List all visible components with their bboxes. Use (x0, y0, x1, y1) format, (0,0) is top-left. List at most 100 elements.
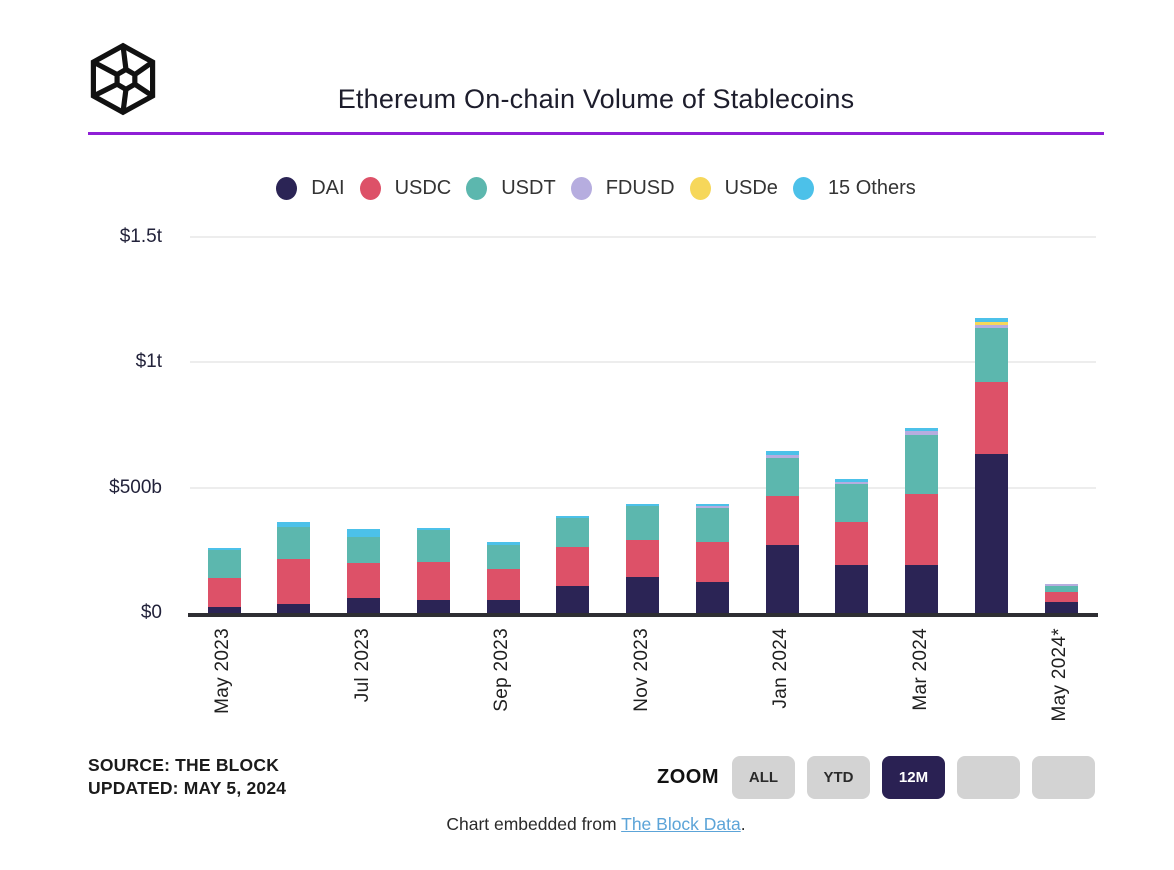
zoom-button-12m[interactable]: 12M (882, 756, 945, 799)
bar-segment-dai[interactable] (974, 454, 1008, 613)
bar-jul-2023[interactable] (347, 529, 380, 613)
bar-segment-usdc[interactable] (835, 521, 869, 565)
gridline-500b (190, 486, 1096, 489)
bar-segment-usdt[interactable] (416, 530, 450, 562)
bar-segment-dai[interactable] (765, 545, 799, 613)
bar-segment-usdt[interactable] (974, 327, 1008, 382)
bar-segment-15-others[interactable] (905, 428, 938, 432)
bar-segment-15-others[interactable] (1044, 583, 1078, 585)
bar-segment-usdt[interactable] (347, 536, 380, 563)
source-line: SOURCE: THE BLOCK (88, 755, 280, 775)
bar-segment-usdc[interactable] (347, 562, 380, 598)
bar-jan-2024[interactable] (765, 451, 799, 613)
bar-segment-fdusd[interactable] (1044, 584, 1078, 587)
bar-segment-dai[interactable] (835, 564, 869, 613)
bar-segment-dai[interactable] (556, 585, 590, 613)
legend-item-fdusd[interactable]: FDUSD (570, 176, 675, 200)
zoom-button-all[interactable]: ALL (732, 756, 795, 799)
bar-segment-usdc[interactable] (207, 577, 241, 607)
bar-segment-15-others[interactable] (416, 528, 450, 531)
legend-label-fdusd: FDUSD (605, 176, 675, 199)
bar-segment-usdc[interactable] (626, 539, 659, 577)
bar-segment-15-others[interactable] (974, 317, 1008, 322)
bar-segment-fdusd[interactable] (765, 454, 799, 458)
bar-segment-usdc[interactable] (695, 542, 729, 583)
bar-segment-usdt[interactable] (765, 457, 799, 497)
bar-segment-usdt[interactable] (277, 526, 311, 560)
bar-segment-usdc[interactable] (974, 381, 1008, 455)
embed-note-text: Chart embedded from (446, 814, 622, 834)
bar-segment-15-others[interactable] (486, 542, 520, 546)
bar-dec-2023[interactable] (695, 503, 729, 613)
zoom-button-blank[interactable] (957, 756, 1020, 799)
bar-segment-dai[interactable] (626, 576, 659, 613)
legend-item-usdc[interactable]: USDC (359, 176, 451, 200)
legend-item-dai[interactable]: DAI (276, 176, 345, 200)
bar-segment-dai[interactable] (905, 564, 938, 613)
bar-segment-usdc[interactable] (1044, 591, 1078, 603)
bar-segment-usdt[interactable] (626, 505, 659, 540)
bar-segment-15-others[interactable] (207, 547, 241, 551)
bar-segment-fdusd[interactable] (974, 324, 1008, 328)
bar-segment-usdc[interactable] (905, 494, 938, 565)
bar-segment-dai[interactable] (347, 597, 380, 613)
legend-label-usdt: USDT (501, 176, 556, 199)
bar-segment-15-others[interactable] (695, 503, 729, 506)
bar-segment-dai[interactable] (207, 606, 241, 613)
bar-segment-dai[interactable] (277, 604, 311, 613)
bar-segment-usdt[interactable] (905, 435, 938, 495)
bar-segment-usde[interactable] (974, 321, 1008, 325)
y-tick-label-1t: $1t (135, 351, 162, 373)
legend-dot-usdt-icon (466, 176, 488, 200)
x-tick-label-nov-2023: Nov 2023 (630, 628, 652, 712)
zoom-button-ytd[interactable]: YTD (807, 756, 870, 799)
x-axis-line (188, 613, 1098, 617)
bar-segment-fdusd[interactable] (835, 481, 869, 484)
bar-segment-usdc[interactable] (416, 561, 450, 601)
the-block-logo[interactable] (86, 40, 160, 118)
bar-segment-15-others[interactable] (347, 529, 380, 537)
bar-segment-fdusd[interactable] (905, 431, 938, 436)
bar-segment-usdc[interactable] (556, 547, 590, 586)
bar-jun-2023[interactable] (277, 521, 311, 613)
embed-note-period: . (740, 814, 746, 834)
bar-segment-15-others[interactable] (556, 516, 590, 519)
legend-dot-usde-icon (689, 176, 711, 200)
legend-item-15-others[interactable]: 15 Others (792, 176, 916, 200)
zoom-button-blank[interactable] (1032, 756, 1095, 799)
bar-mar-2024[interactable] (905, 428, 938, 613)
legend-item-usdt[interactable]: USDT (466, 176, 556, 200)
bar-oct-2023[interactable] (556, 516, 590, 613)
bar-segment-usdt[interactable] (835, 483, 869, 522)
bar-aug-2023[interactable] (416, 528, 450, 613)
bar-segment-usdt[interactable] (1044, 586, 1078, 592)
bar-segment-usdt[interactable] (556, 518, 590, 548)
source-note: SOURCE: THE BLOCK UPDATED: MAY 5, 2024 (88, 754, 286, 800)
bar-segment-15-others[interactable] (626, 503, 659, 506)
bar-segment-usdc[interactable] (277, 559, 311, 605)
bar-segment-dai[interactable] (695, 582, 729, 613)
y-tick-label-500b: $500b (109, 476, 162, 498)
the-block-data-link[interactable]: The Block Data (621, 814, 741, 834)
bar-may-2024[interactable] (1044, 583, 1078, 613)
legend-item-usde[interactable]: USDe (689, 176, 778, 200)
embed-note: Chart embedded from The Block Data. (88, 814, 1104, 835)
bar-segment-usdt[interactable] (486, 545, 520, 570)
bar-segment-usdc[interactable] (765, 496, 799, 546)
bar-segment-15-others[interactable] (277, 521, 311, 527)
bar-segment-usdt[interactable] (695, 507, 729, 543)
bar-nov-2023[interactable] (626, 503, 659, 613)
bar-segment-dai[interactable] (1044, 602, 1078, 613)
bar-feb-2024[interactable] (835, 479, 869, 613)
bar-segment-15-others[interactable] (835, 479, 869, 482)
x-tick-label-sep-2023: Sep 2023 (491, 628, 512, 712)
bar-sep-2023[interactable] (486, 542, 520, 613)
bar-segment-fdusd[interactable] (695, 505, 729, 508)
bar-segment-dai[interactable] (486, 600, 520, 613)
bar-segment-dai[interactable] (416, 600, 450, 613)
bar-segment-usdc[interactable] (486, 569, 520, 601)
bar-may-2023[interactable] (207, 547, 241, 613)
bar-segment-usdt[interactable] (207, 550, 241, 578)
bar-apr-2024[interactable] (974, 317, 1008, 613)
bar-segment-15-others[interactable] (765, 451, 799, 455)
